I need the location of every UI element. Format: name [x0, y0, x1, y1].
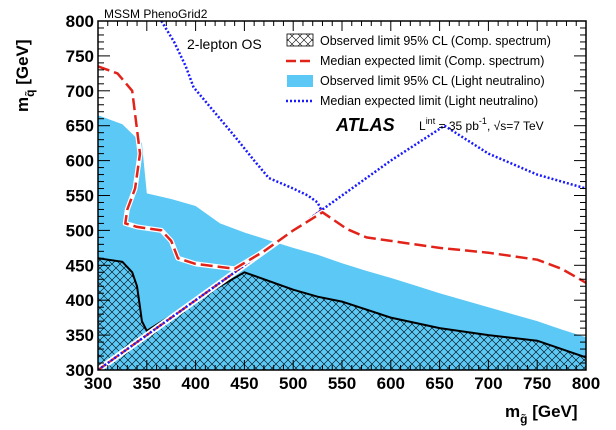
- legend: Observed limit 95% CL (Comp. spectrum) M…: [286, 33, 551, 108]
- y-tick-label: 750: [66, 47, 94, 66]
- x-tick-label: 650: [425, 374, 453, 393]
- legend-swatch-observed-light: [287, 75, 313, 87]
- x-tick-label: 450: [230, 374, 258, 393]
- y-tick-label: 300: [66, 361, 94, 380]
- phenogrid-label: MSSM PhenoGrid2: [104, 7, 208, 21]
- series-expected-light-diagonal: [98, 124, 586, 370]
- series-observed-comp-area: [98, 258, 586, 370]
- series-expected-comp-line: [98, 65, 586, 284]
- y-tick-label: 600: [66, 152, 94, 171]
- x-tick-label: 350: [133, 374, 161, 393]
- y-tick-label: 400: [66, 291, 94, 310]
- y-tick-label: 550: [66, 187, 94, 206]
- y-tick-label: 500: [66, 221, 94, 240]
- y-tick-label: 700: [66, 82, 94, 101]
- legend-label-expected-comp: Median expected limit (Comp. spectrum): [320, 54, 544, 68]
- x-tick-label: 800: [572, 374, 600, 393]
- y-axis-title: mq̃ [GeV]: [13, 39, 37, 112]
- x-tick-label: 550: [328, 374, 356, 393]
- x-tick-label: 300: [84, 374, 112, 393]
- channel-label: 2-lepton OS: [187, 36, 262, 52]
- x-tick-label: 500: [279, 374, 307, 393]
- x-axis-title: mg̃ [GeV]: [505, 402, 578, 426]
- x-tick-label: 400: [181, 374, 209, 393]
- x-tick-label: 600: [377, 374, 405, 393]
- series-expected-light-line: [160, 21, 324, 214]
- y-tick-label: 450: [66, 256, 94, 275]
- legend-label-observed-comp: Observed limit 95% CL (Comp. spectrum): [320, 34, 551, 48]
- legend-swatch-observed-comp: [286, 33, 314, 47]
- x-tick-label: 700: [474, 374, 502, 393]
- legend-label-expected-light: Median expected limit (Light neutralino): [320, 94, 538, 108]
- y-tick-label: 650: [66, 117, 94, 136]
- lumi-label: Lint = 35 pb-1, √s=7 TeV: [419, 116, 544, 133]
- series-observed-comp-line: [98, 257, 586, 359]
- atlas-label: ATLAS: [335, 115, 395, 135]
- y-tick-label: 350: [66, 326, 94, 345]
- x-tick-label: 750: [523, 374, 551, 393]
- legend-label-observed-light: Observed limit 95% CL (Light neutralino): [320, 74, 545, 88]
- y-tick-label: 800: [66, 12, 94, 31]
